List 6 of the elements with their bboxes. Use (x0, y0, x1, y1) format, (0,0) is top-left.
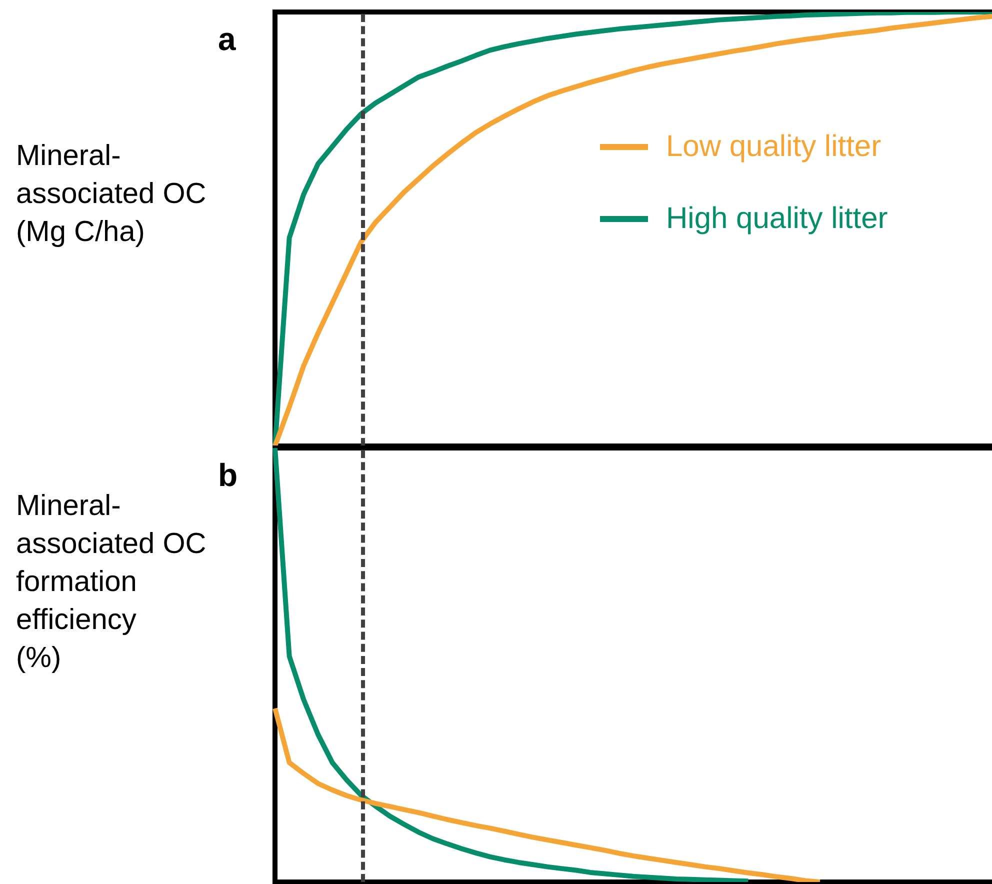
legend-label: Low quality litter (666, 130, 882, 164)
chart-title: a (218, 21, 236, 58)
chart-title: b (218, 457, 238, 494)
legend-label: High quality litter (666, 202, 888, 236)
y-axis-title: Mineral- associated OC (Mg C/ha) (16, 139, 208, 250)
y-axis-title: Mineral- associated OC formation efficiency (%) (16, 490, 206, 674)
